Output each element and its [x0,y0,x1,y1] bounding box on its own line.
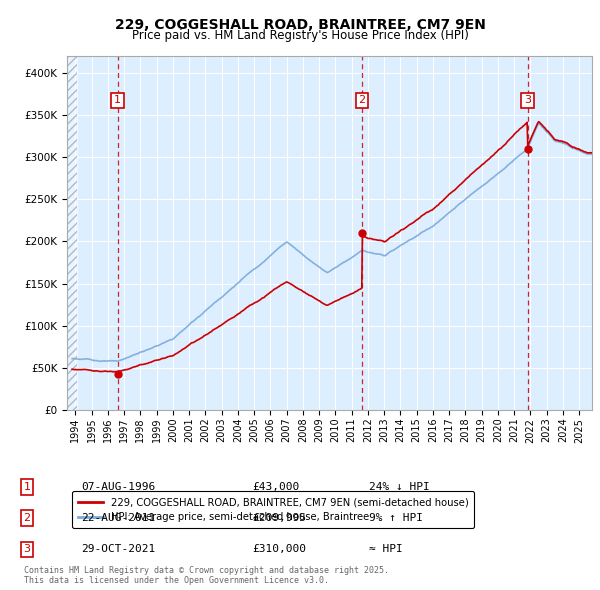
Text: 229, COGGESHALL ROAD, BRAINTREE, CM7 9EN: 229, COGGESHALL ROAD, BRAINTREE, CM7 9EN [115,18,485,32]
Text: 29-OCT-2021: 29-OCT-2021 [81,545,155,554]
Text: 24% ↓ HPI: 24% ↓ HPI [369,482,430,491]
Text: £209,995: £209,995 [252,513,306,523]
Text: 2: 2 [358,96,365,105]
Text: 9% ↑ HPI: 9% ↑ HPI [369,513,423,523]
Text: 07-AUG-1996: 07-AUG-1996 [81,482,155,491]
Text: ≈ HPI: ≈ HPI [369,545,403,554]
Text: Contains HM Land Registry data © Crown copyright and database right 2025.
This d: Contains HM Land Registry data © Crown c… [24,566,389,585]
Polygon shape [67,56,77,410]
Text: 3: 3 [23,545,31,554]
Text: 22-AUG-2011: 22-AUG-2011 [81,513,155,523]
Text: 3: 3 [524,96,531,105]
Text: £43,000: £43,000 [252,482,299,491]
Text: 2: 2 [23,513,31,523]
Text: 1: 1 [114,96,121,105]
Text: £310,000: £310,000 [252,545,306,554]
Legend: 229, COGGESHALL ROAD, BRAINTREE, CM7 9EN (semi-detached house), HPI: Average pri: 229, COGGESHALL ROAD, BRAINTREE, CM7 9EN… [71,491,475,528]
Text: 1: 1 [23,482,31,491]
Text: Price paid vs. HM Land Registry's House Price Index (HPI): Price paid vs. HM Land Registry's House … [131,30,469,42]
